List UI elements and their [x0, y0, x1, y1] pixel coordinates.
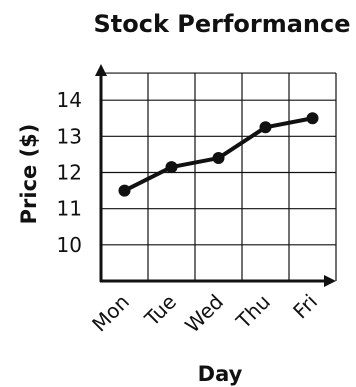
x-axis-label: Day: [198, 362, 243, 386]
axes: [95, 64, 336, 287]
y-tick-labels: 10 11 12 13 14: [57, 88, 82, 257]
series-line-group: [118, 112, 319, 197]
x-tick-label: Thu: [231, 290, 275, 334]
data-point: [165, 161, 178, 174]
y-tick-label: 11: [57, 197, 82, 221]
y-tick-label: 13: [57, 124, 82, 148]
x-tick-label: Mon: [87, 290, 134, 337]
chart-title: Stock Performance: [93, 10, 350, 38]
data-point: [259, 121, 272, 134]
x-tick-label: Wed: [180, 290, 228, 338]
y-axis-arrow: [95, 64, 107, 76]
x-tick-labels: Mon Tue Wed Thu Fri: [87, 290, 322, 338]
data-point: [306, 112, 319, 125]
y-tick-label: 10: [57, 233, 82, 257]
y-tick-label: 12: [57, 161, 82, 185]
x-tick-label: Tue: [139, 290, 181, 332]
grid: [101, 72, 337, 281]
y-tick-label: 14: [57, 88, 82, 112]
data-point: [212, 152, 225, 165]
data-point: [118, 184, 131, 197]
x-axis-arrow: [324, 275, 336, 287]
x-tick-label: Fri: [288, 290, 322, 324]
y-axis-label: Price ($): [17, 124, 41, 225]
